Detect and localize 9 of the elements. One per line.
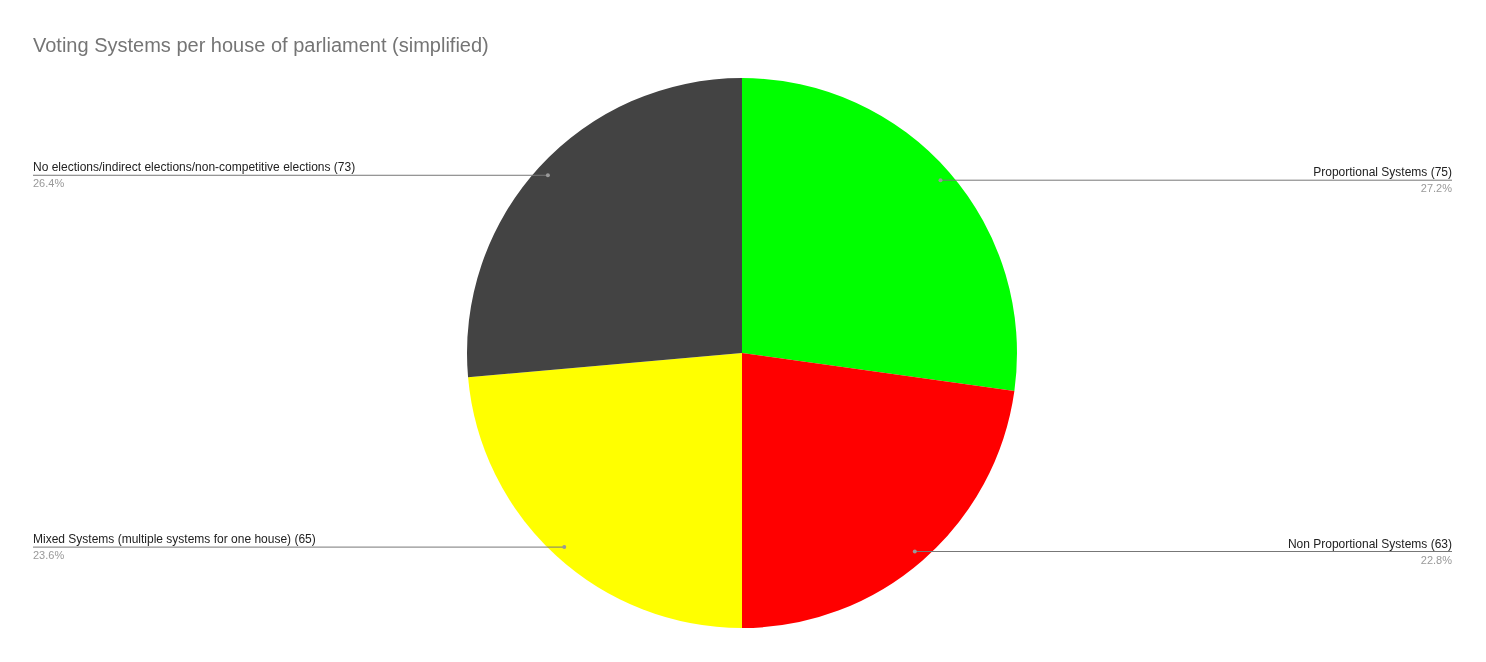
chart-title: Voting Systems per house of parliament (simplified) bbox=[33, 34, 489, 56]
slice-label: Proportional Systems (75) bbox=[1313, 165, 1452, 180]
slice-label: Non Proportional Systems (63) bbox=[1287, 536, 1452, 551]
data-label: 27.2% bbox=[1420, 182, 1453, 195]
slice-label: Mixed Systems (multiple systems for one house) (65) bbox=[33, 532, 316, 547]
slice-label: No elections/indirect elections/non-competitive elections (73) bbox=[33, 160, 356, 175]
data-label: 26.4% bbox=[33, 177, 65, 190]
data-label: 23.6% bbox=[33, 549, 65, 562]
data-label: 22.8% bbox=[1420, 553, 1453, 566]
